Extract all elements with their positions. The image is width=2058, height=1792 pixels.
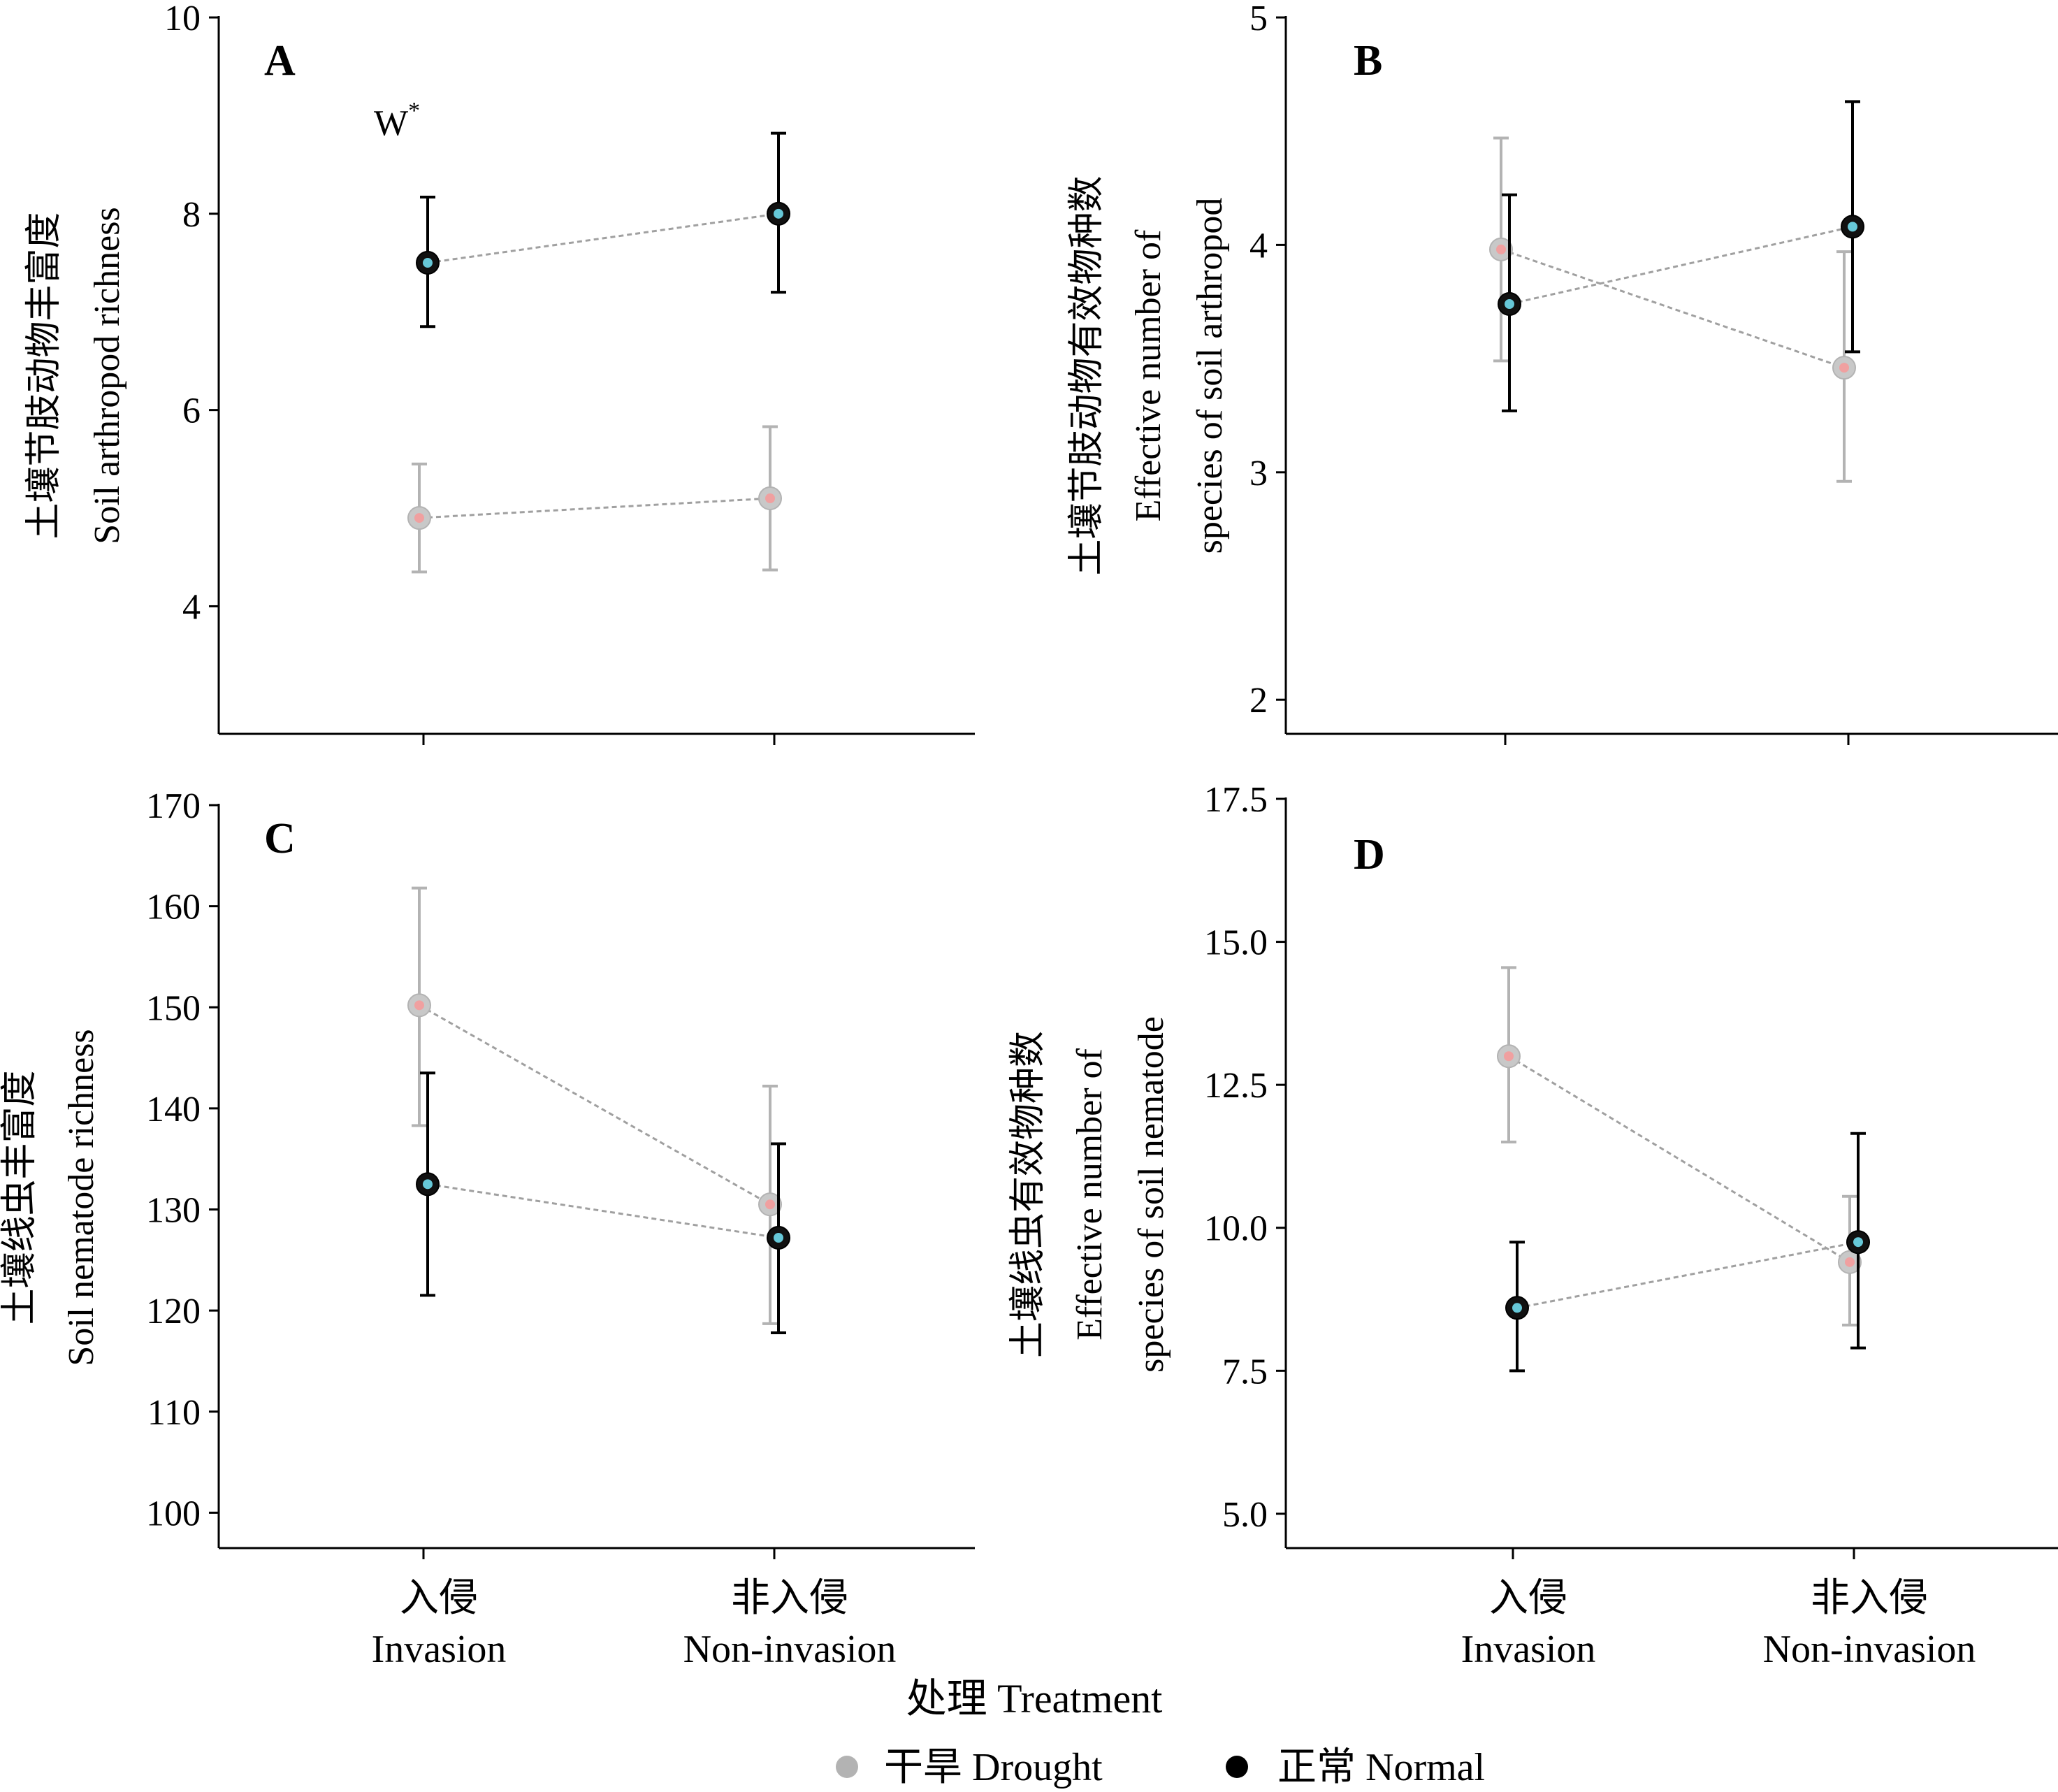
panel-d-y-tick-label: 12.5 [1204,1066,1268,1106]
panel-c-y-tick-label: 170 [146,786,201,826]
panel-a-normal-point [767,201,790,226]
panel-a-y-axis-title-line: 土壤节肢动物丰富度 [24,212,64,539]
panel-d-drought-connector-line [1508,1055,1850,1264]
panel-a-y-tick-label: 8 [182,195,201,235]
panel-b-normal-point [1498,292,1521,316]
panel-c-y-tick-label: 160 [146,888,201,927]
panel-c-x-tick-label-en: Non-invasion [683,1628,897,1671]
panel-b-drought-point [1832,356,1856,380]
panel-c-normal-connector-line [427,1183,779,1239]
panel-d-y-axis-title-line: 土壤线虫有效物种数 [1008,1031,1048,1358]
panel-b-y-axis-title-line: species of soil arthropod [1190,198,1230,554]
panel-a-drought-point [407,506,431,530]
panel-d: 5.0 7.5 10.0 12.5 15.0 17.5 入侵 Invasion 非入侵 Non-i… [1008,780,2058,1671]
panel-a: 4 6 8 10 土壤节肢动物丰富度 Soil arthropod richness A W* [24,0,975,745]
panel-c-drought-point [758,1192,782,1217]
panel-d-normal-point [1505,1296,1529,1320]
panel-b-y-axis-title-line: 土壤节肢动物有效物种数 [1067,175,1107,575]
panel-c-drought-connector-line [419,1004,771,1206]
panel-d-normal-point [1846,1230,1870,1255]
panel-d-y-tick-label: 5.0 [1222,1495,1268,1535]
panel-c-drought-point [407,993,431,1018]
panel-a-annotation: W* [374,98,420,143]
panel-d-y-axis-title-line: Effective number of [1070,1048,1110,1340]
panel-c-letter: C [264,815,296,862]
panel-c-y-axis-title-line: 土壤线虫丰富度 [0,1070,40,1324]
panel-a-y-axis-title-line: Soil arthropod richness [87,207,127,544]
panel-a-drought-connector-line [419,497,771,519]
panel-b-y-tick-label: 2 [1249,681,1268,721]
panel-c-y-tick-label: 110 [147,1393,201,1433]
panel-c-y-tick-label: 100 [146,1494,201,1533]
panel-d-drought-point [1838,1250,1862,1274]
panel-b-y-tick-label: 4 [1249,226,1268,266]
panel-b-drought-point [1489,237,1513,261]
panel-c-y-tick-label: 120 [146,1292,201,1331]
panel-d-y-axis-title-line: species of soil nematode [1131,1016,1171,1373]
panel-d-letter: D [1354,831,1385,879]
panel-c: 100 110 120 130 140 150 160 170 入侵 Invasion 非入侵 Non… [0,786,975,1671]
legend-marker-normal [1226,1756,1248,1778]
panel-b-y-tick-label: 3 [1249,454,1268,493]
panel-c-x-tick-label-zh: 非入侵 [731,1577,848,1620]
panel-c-y-axis-title-line: Soil nematode richness [61,1029,101,1366]
panel-a-normal-connector-line [427,212,779,264]
legend: 干旱 Drought 正常 Normal [836,1746,1485,1789]
legend-item-drought: 干旱 Drought [836,1746,1103,1789]
panel-a-y-tick-label: 10 [164,0,201,38]
panel-a-y-tick-label: 4 [182,587,201,627]
panel-d-normal-connector-line [1516,1241,1859,1309]
panel-d-x-tick-label-zh: 入侵 [1489,1577,1567,1620]
legend-item-normal: 正常 Normal [1226,1746,1485,1789]
panel-b-y-tick-label: 5 [1249,0,1268,38]
panel-c-y-tick-label: 140 [146,1090,201,1129]
panel-d-x-tick-label-en: Non-invasion [1763,1628,1976,1671]
legend-label-drought: 干旱 Drought [884,1746,1103,1789]
x-axis-title: 处理 Treatment [906,1676,1163,1721]
panel-c-x-tick-label-en: Invasion [372,1628,507,1671]
panel-b-normal-connector-line [1509,225,1853,305]
panel-d-drought-point [1497,1044,1521,1069]
panel-d-x-tick-label-zh: 非入侵 [1811,1577,1928,1620]
legend-marker-drought [836,1756,858,1778]
panel-b-drought-connector-line [1500,248,1845,369]
panel-b: 2 3 4 5 土壤节肢动物有效物种数 Effective number of specie… [1067,0,2058,745]
panel-d-y-tick-label: 15.0 [1204,923,1268,963]
panel-d-y-tick-label: 7.5 [1222,1352,1268,1392]
panel-c-y-tick-label: 130 [146,1191,201,1231]
panel-a-normal-point [416,251,440,275]
panel-b-y-axis-title-line: Effective number of [1129,229,1168,521]
panel-a-y-tick-label: 6 [182,391,201,431]
panel-c-normal-point [416,1172,440,1197]
panel-c-x-tick-label-zh: 入侵 [400,1577,478,1620]
panel-c-normal-point [767,1225,790,1250]
panel-b-letter: B [1354,37,1382,85]
panel-d-y-tick-label: 17.5 [1204,780,1268,820]
panel-b-normal-point [1841,215,1864,239]
panel-a-drought-point [758,486,782,511]
panel-d-y-tick-label: 10.0 [1204,1209,1268,1249]
legend-label-normal: 正常 Normal [1277,1746,1485,1789]
panel-a-letter: A [264,37,296,85]
panel-d-x-tick-label-en: Invasion [1461,1628,1596,1671]
panel-c-y-tick-label: 150 [146,988,201,1028]
